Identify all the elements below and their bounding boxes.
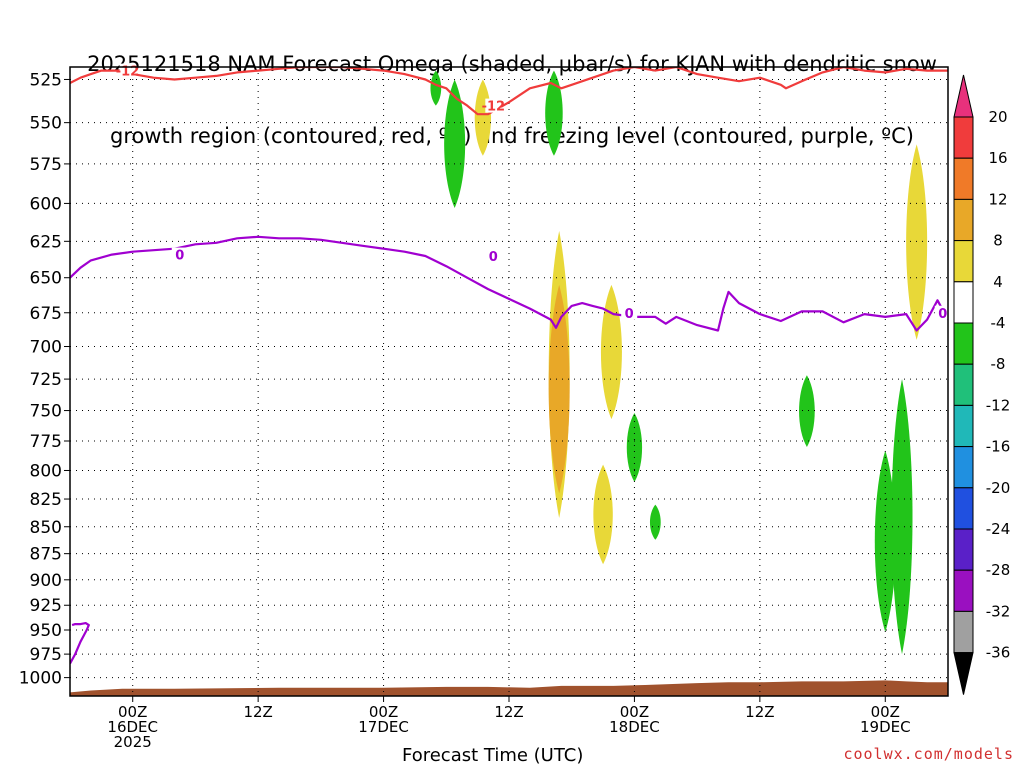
y-tick-label: 800 [30,461,62,481]
omega-region [600,284,622,420]
x-tick-label: 19DEC [860,718,911,736]
contour-line [70,622,90,665]
colorbar-segment [953,528,974,571]
chart-title-line-1: 2025121518 NAM Forecast Omega (shaded, μ… [87,52,937,76]
y-tick-label: 850 [30,518,62,538]
omega-region [626,413,643,483]
colorbar-segment [953,322,974,365]
colorbar-segment [953,404,974,448]
omega-region [906,144,928,340]
colorbar-segment [953,487,974,530]
colorbar-label: -16 [986,438,1011,456]
y-tick-label: 675 [30,304,62,324]
x-tick-label: 00Z [118,703,147,721]
colorbar-label: -36 [986,644,1011,662]
contour-label: 0 [938,307,947,322]
colorbar-segment [953,281,974,324]
contour-label-background [934,305,951,320]
y-tick-label: 700 [30,338,62,358]
x-tick-label: 00Z [871,703,900,721]
chart-title: 2025121518 NAM Forecast Omega (shaded, μ… [0,4,1024,172]
colorbar-label: 8 [993,232,1003,250]
omega-region [891,379,913,655]
x-axis-label: Forecast Time (UTC) [402,745,584,766]
contour-label: 0 [175,249,184,264]
omega-region [430,70,442,106]
colorbar-segment [953,116,974,159]
y-tick-label: 525 [30,70,62,90]
colorbar-label: -24 [986,520,1011,538]
x-tick-label: 17DEC [358,718,409,736]
colorbar-segment [953,569,974,612]
x-tick-label: 16DEC [107,718,158,736]
credit-text: coolwx.com/models [843,745,1014,763]
contour-label-background [171,247,188,262]
colorbar-label: 12 [988,190,1007,208]
contour-label: -12 [116,65,140,80]
contour-label-background [485,98,502,113]
colorbar-label: -20 [986,479,1011,497]
x-tick-label: 00Z [620,703,649,721]
y-tick-label: 725 [30,370,62,390]
colorbar: 20 16 12 8 4 -4 -8 -12 -16 -20 -24 -28 -32 -36 [953,74,1011,695]
colorbar-label: 4 [993,273,1003,291]
y-tick-label: 750 [30,402,62,422]
omega-region [799,375,815,447]
colorbar-segment [953,240,974,283]
grid [70,67,948,696]
contour-line [70,235,948,332]
colorbar-segment [953,157,974,200]
colorbar-label: -8 [991,355,1006,373]
contour-label-background [485,249,502,264]
colorbar-segment [953,610,974,654]
x-tick-label: 00Z [369,703,398,721]
omega-region [474,79,492,156]
y-tick-label: 650 [30,269,62,289]
colorbar-top-arrow [953,74,974,118]
omega-region [444,79,466,209]
y-tick-label: 950 [30,621,62,641]
colorbar-segment [953,363,974,406]
x-tick-label: 18DEC [609,718,660,736]
y-tick-label: 825 [30,490,62,510]
colorbar-label: -12 [986,396,1011,414]
y-tick-label: 625 [30,232,62,252]
y-tick-label: 575 [30,155,62,175]
colorbar-label: -32 [986,602,1011,620]
contour-label: 0 [625,307,634,322]
terrain-fill [70,680,948,696]
omega-region [649,504,661,540]
colorbar-segment [953,198,974,242]
omega-region [593,464,613,565]
colorbar-label: -4 [991,314,1006,332]
contour-label: -12 [482,100,506,115]
colorbar-bottom-arrow [953,652,974,695]
y-tick-label: 1000 [19,669,62,689]
y-tick-label: 975 [30,645,62,665]
y-tick-label: 900 [30,571,62,591]
colorbar-segment [953,446,974,489]
colorbar-label: -28 [986,561,1011,579]
contour-label: 0 [489,250,498,265]
contour-label-background [621,305,638,320]
omega-region [548,284,570,494]
colorbar-label: 20 [988,108,1007,126]
y-tick-label: 550 [30,114,62,134]
colorbar-label: 16 [988,149,1007,167]
y-tick-label: 775 [30,432,62,452]
contour-line [70,67,948,116]
x-tick-label: 12Z [243,703,272,721]
x-tick-label: 12Z [745,703,774,721]
x-tick-label: 2025 [114,733,152,751]
y-tick-label: 600 [30,194,62,214]
y-tick-label: 925 [30,596,62,616]
x-tick-label: 12Z [494,703,523,721]
omega-region [545,70,563,156]
y-tick-label: 875 [30,545,62,565]
omega-shading [430,70,928,655]
